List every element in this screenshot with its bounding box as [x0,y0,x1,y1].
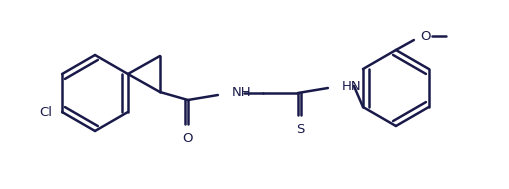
Text: O: O [420,29,430,43]
Text: Cl: Cl [39,105,52,119]
Text: NH: NH [232,87,251,99]
Text: S: S [295,123,303,136]
Text: HN: HN [341,80,361,92]
Text: O: O [182,132,193,145]
